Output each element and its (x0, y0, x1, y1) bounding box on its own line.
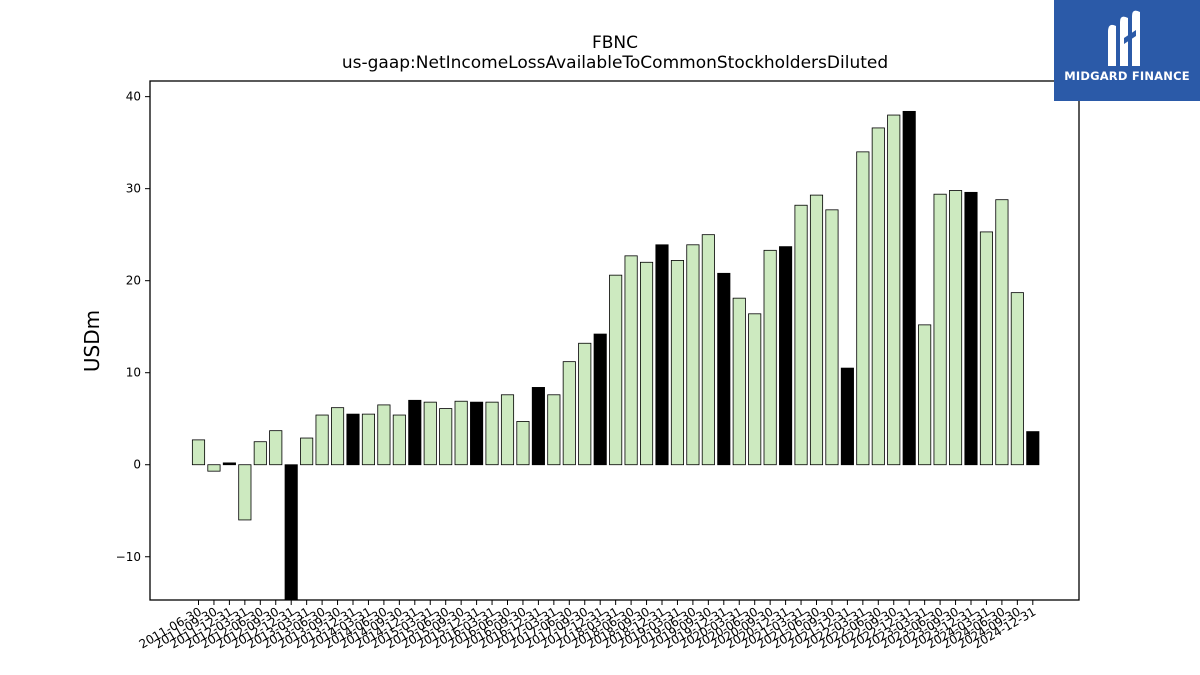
bar-2013-12-31 (346, 413, 360, 466)
bar-2017-03-31 (547, 394, 561, 466)
bar-2021-06-30 (809, 194, 824, 466)
bar-2011-06-30 (191, 439, 206, 466)
plot-frame (149, 80, 1080, 601)
bar-2020-03-31 (732, 297, 746, 466)
logo-text: MIDGARD FINANCE (1064, 69, 1190, 83)
bar-2024-03-31 (979, 231, 993, 466)
y-tick-label: 20 (126, 274, 141, 288)
bar-2013-03-31 (300, 437, 314, 466)
bar-2017-09-30 (578, 342, 592, 466)
bar-2011-09-30 (207, 464, 221, 472)
bars-group (191, 110, 1040, 601)
bar-2024-12-31 (1026, 431, 1040, 466)
bar-2012-09-30 (269, 430, 283, 466)
y-axis-label: USDm (80, 310, 104, 372)
bar-2021-09-30 (825, 209, 839, 466)
y-tick-label: 40 (126, 90, 141, 104)
y-tick-label: 30 (126, 182, 141, 196)
bar-2022-12-31 (902, 110, 916, 466)
bar-2020-12-31 (779, 246, 793, 466)
bar-2019-09-30 (701, 234, 715, 466)
bar-2018-09-30 (640, 261, 654, 466)
bar-2024-09-30 (1010, 292, 1024, 466)
bar-2023-03-31 (918, 324, 932, 466)
bar-2013-06-30 (315, 414, 329, 466)
bar-2024-06-30 (995, 199, 1009, 466)
midgard-logo-icon (1108, 10, 1140, 67)
bar-2017-12-31 (593, 333, 607, 466)
bar-2015-06-30 (439, 408, 453, 466)
bar-2020-09-30 (763, 249, 777, 466)
bar-2018-12-31 (655, 244, 669, 466)
bar-2017-06-30 (562, 361, 576, 466)
bar-2018-03-31 (609, 274, 623, 466)
y-tick-label: 0 (133, 458, 141, 472)
y-axis: −10 0 10 20 30 40 (116, 90, 150, 564)
bar-2020-06-30 (748, 313, 762, 466)
y-tick-label: 10 (126, 366, 141, 380)
bar-2013-09-30 (330, 407, 345, 466)
bar-2022-03-31 (856, 151, 870, 466)
bar-2012-03-31 (238, 464, 252, 521)
bar-2014-09-30 (392, 414, 406, 466)
bar-2019-03-31 (670, 260, 684, 466)
bar-2016-06-30 (500, 394, 515, 466)
bar-2014-03-31 (361, 413, 375, 466)
bar-2023-06-30 (933, 193, 947, 466)
y-tick-label: −10 (116, 550, 141, 564)
bar-2022-06-30 (871, 127, 885, 466)
x-axis: 2011-06-302011-09-302011-12-312012-03-31… (137, 600, 1038, 651)
bar-2018-06-30 (624, 255, 638, 466)
bar-2019-06-30 (686, 244, 700, 466)
bar-2023-09-30 (949, 190, 963, 466)
bar-2016-12-31 (531, 387, 545, 466)
bar-2014-06-30 (377, 404, 391, 466)
bar-2011-12-31 (222, 462, 236, 466)
bar-2021-12-31 (840, 367, 854, 466)
bar-2016-03-31 (485, 401, 499, 466)
bar-2015-12-31 (470, 401, 484, 466)
chart-title: FBNC (592, 33, 638, 53)
bar-2014-12-31 (408, 399, 422, 466)
bar-2016-09-30 (516, 421, 530, 466)
midgard-finance-logo: MIDGARD FINANCE (1054, 0, 1200, 101)
bar-2012-12-31 (284, 464, 298, 601)
bar-2022-09-30 (887, 114, 901, 466)
chart-subtitle: us-gaap:NetIncomeLossAvailableToCommonSt… (342, 53, 888, 73)
bar-2019-12-31 (717, 272, 731, 466)
bar-2015-09-30 (454, 400, 468, 466)
bar-2015-03-31 (423, 401, 437, 466)
bar-2021-03-31 (794, 204, 808, 466)
bar-2023-12-31 (964, 191, 978, 466)
bar-2012-06-30 (253, 441, 267, 466)
